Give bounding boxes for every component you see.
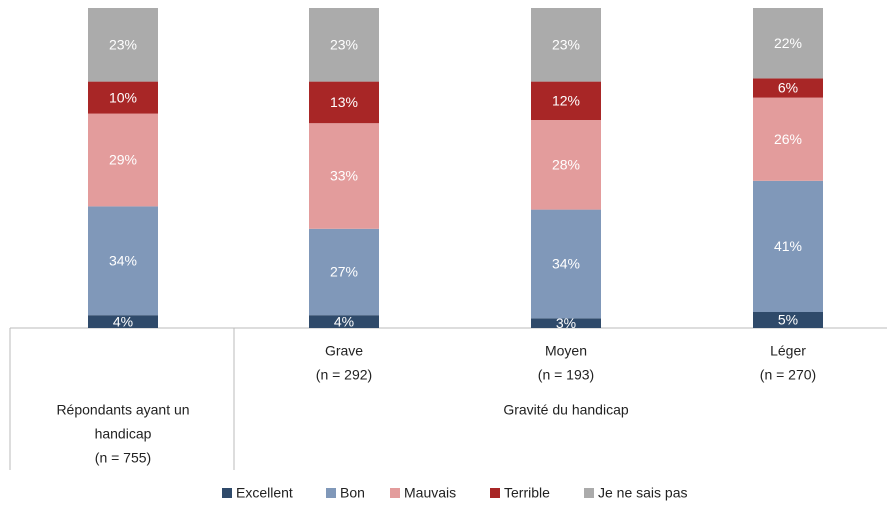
x-tick-label: Grave (325, 343, 363, 359)
bar-segment (309, 228, 379, 316)
data-label: 33% (330, 168, 358, 184)
x-tick-label: (n = 755) (95, 450, 151, 466)
bar-segment (88, 315, 158, 328)
bar-segment (753, 97, 823, 181)
bar-segment (88, 206, 158, 316)
data-label: 4% (334, 313, 354, 329)
legend-swatch (222, 488, 232, 498)
bar-segment (531, 81, 601, 120)
bar-segment (88, 113, 158, 207)
legend-label: Terrible (504, 485, 550, 501)
data-label: 22% (774, 35, 802, 51)
data-label: 27% (330, 264, 358, 280)
bar-segment (88, 81, 158, 114)
data-label: 29% (109, 152, 137, 168)
data-label: 34% (552, 256, 580, 272)
x-tick-label: handicap (95, 426, 152, 442)
bar-segment (88, 8, 158, 82)
data-label: 26% (774, 131, 802, 147)
x-tick-label: (n = 292) (316, 367, 372, 383)
bar-segment (531, 209, 601, 319)
data-label: 34% (109, 253, 137, 269)
bar-segment (753, 8, 823, 79)
bar-segment (531, 318, 601, 328)
bar-segment (309, 123, 379, 229)
data-label: 6% (778, 80, 798, 96)
legend-swatch (490, 488, 500, 498)
data-label: 10% (109, 89, 137, 105)
bar-segment (753, 312, 823, 328)
bar-segment (309, 315, 379, 328)
data-label: 28% (552, 157, 580, 173)
x-tick-label: Léger (770, 343, 806, 359)
bar-segment (531, 8, 601, 82)
legend-swatch (584, 488, 594, 498)
bar-segment (309, 81, 379, 124)
x-tick-label: Répondants ayant un (56, 402, 189, 418)
data-label: 41% (774, 238, 802, 254)
x-tick-label: (n = 270) (760, 367, 816, 383)
group-label: Gravité du handicap (503, 402, 629, 418)
data-label: 23% (330, 37, 358, 53)
legend-label: Je ne sais pas (598, 485, 688, 501)
bar-segment (309, 8, 379, 82)
data-label: 3% (556, 315, 576, 331)
legend-swatch (390, 488, 400, 498)
legend-label: Excellent (236, 485, 293, 501)
legend-swatch (326, 488, 336, 498)
bar-segment (531, 120, 601, 210)
x-tick-label: (n = 193) (538, 367, 594, 383)
bar-segment (753, 180, 823, 312)
data-label: 23% (552, 37, 580, 53)
bar-segment (753, 78, 823, 98)
data-label: 12% (552, 93, 580, 109)
data-label: 23% (109, 37, 137, 53)
x-tick-label: Moyen (545, 343, 587, 359)
data-label: 5% (778, 312, 798, 328)
legend-label: Bon (340, 485, 365, 501)
data-label: 4% (113, 313, 133, 329)
data-label: 13% (330, 94, 358, 110)
legend-label: Mauvais (404, 485, 456, 501)
